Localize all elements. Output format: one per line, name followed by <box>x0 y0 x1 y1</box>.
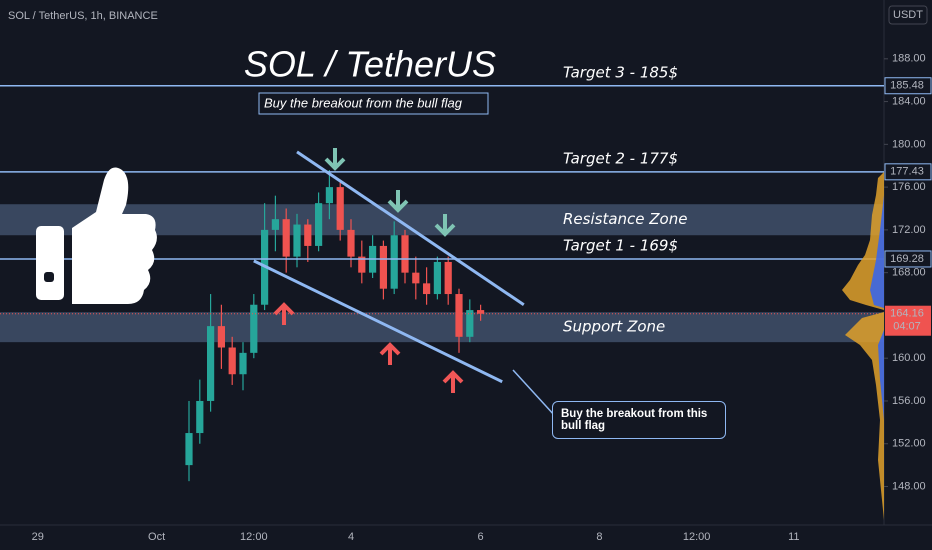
candle-body <box>390 235 398 289</box>
candle-body <box>477 310 485 314</box>
up-arrow <box>273 302 295 325</box>
candle-body <box>239 352 247 375</box>
volume-profile <box>842 172 884 520</box>
note: Buy the breakout from the bull flag <box>264 95 463 110</box>
candle-body <box>325 187 333 204</box>
x-tick-label: 29 <box>32 531 44 543</box>
candle-body <box>250 304 258 353</box>
level-price-box <box>884 163 932 181</box>
level-price-box <box>884 77 932 95</box>
level-price-box <box>884 250 932 268</box>
x-tick-label: 6 <box>478 531 484 543</box>
candle-body <box>304 224 312 246</box>
currency-box <box>888 5 928 25</box>
y-tick-label: 148.00 <box>892 480 926 492</box>
candle-body <box>358 256 366 273</box>
down-arrow <box>387 190 409 213</box>
candle-body <box>401 235 409 273</box>
level-price: 185.48 <box>890 80 924 92</box>
level-label: Target 2 - 177$ <box>563 149 678 167</box>
candle-body <box>466 310 474 337</box>
level-label: Target 3 - 185$ <box>563 63 678 81</box>
y-tick-label: 172.00 <box>892 224 926 236</box>
x-tick-label: 8 <box>596 531 602 543</box>
candle-body <box>336 187 344 230</box>
currency: USDT <box>893 9 923 21</box>
down-arrow <box>324 148 346 171</box>
down-arrow <box>434 214 456 237</box>
headline: SOL / TetherUS <box>244 44 496 85</box>
candle-body <box>271 219 279 230</box>
last-price-box <box>885 305 931 336</box>
x-tick-label: 4 <box>348 531 354 543</box>
y-tick-label: 180.00 <box>892 138 926 150</box>
x-tick-label: 11 <box>788 531 799 543</box>
candle-body <box>412 272 420 284</box>
candle-body <box>207 326 215 401</box>
up-arrow <box>379 342 401 365</box>
zone-label: Support Zone <box>563 318 665 336</box>
level-price: 177.43 <box>890 166 924 178</box>
level-price: 169.28 <box>890 253 924 265</box>
level-label: Target 1 - 169$ <box>563 236 678 254</box>
y-tick-label: 160.00 <box>892 352 926 364</box>
candle-body <box>293 224 301 257</box>
candle-body <box>282 219 290 257</box>
volume-profile-value-area <box>870 195 884 420</box>
candle-body <box>196 400 204 434</box>
thumbs-up-icon <box>36 167 157 304</box>
y-tick-label: 188.00 <box>892 53 926 65</box>
grid <box>884 58 888 488</box>
y-tick-label: 152.00 <box>892 438 926 450</box>
up-arrow <box>442 370 464 393</box>
countdown: 04:07 <box>893 321 921 333</box>
candle-body <box>228 347 236 375</box>
zone-label: Resistance Zone <box>563 210 687 228</box>
note-box <box>258 92 489 115</box>
trendline <box>253 259 503 384</box>
candle-body <box>379 245 387 289</box>
candle-body <box>433 261 441 295</box>
candle-body <box>315 203 323 246</box>
candle-body <box>347 229 355 257</box>
last-price: 164.16 <box>890 308 924 320</box>
y-tick-label: 176.00 <box>892 181 926 193</box>
y-tick-label: 168.00 <box>892 267 926 279</box>
y-tick-label: 184.00 <box>892 95 926 107</box>
symbol-header: SOL / TetherUS, 1h, BINANCE <box>8 10 158 22</box>
candle-body <box>455 294 463 337</box>
candle-body <box>185 433 193 466</box>
x-tick-label: Oct <box>148 531 165 543</box>
x-tick-label: 12:00 <box>240 531 268 543</box>
callout: Buy the breakout from this bull flag <box>552 401 726 439</box>
candle-body <box>423 283 431 295</box>
y-tick-label: 156.00 <box>892 395 926 407</box>
trendline <box>296 150 525 306</box>
zone <box>0 312 884 343</box>
candle-body <box>444 261 452 295</box>
candle-body <box>217 326 225 348</box>
x-tick-label: 12:00 <box>683 531 711 543</box>
